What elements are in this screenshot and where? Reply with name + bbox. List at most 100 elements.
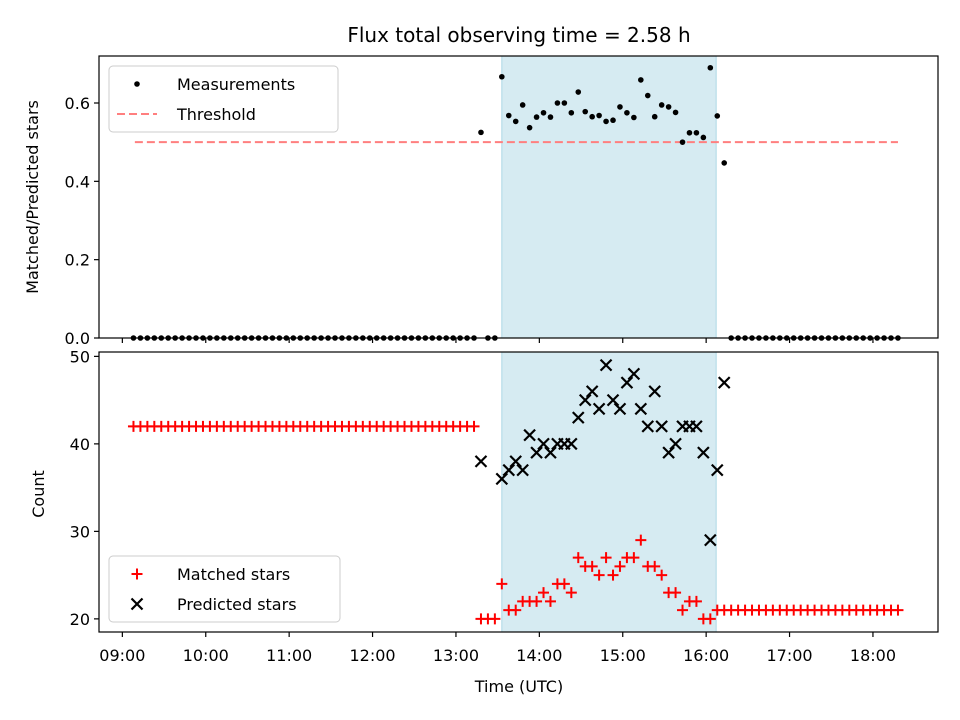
point-1-1-8 [544, 446, 557, 459]
point-0-0-78 [672, 109, 679, 116]
y-tick-label-1-2: 40 [70, 435, 90, 454]
point-0-0-65 [582, 108, 589, 115]
legend-label-0-0: Measurements [177, 75, 295, 94]
point-0-0-81 [693, 129, 700, 136]
point-0-0-56 [519, 102, 526, 108]
point-0-0-83 [707, 64, 714, 71]
point-0-0-76 [658, 102, 665, 108]
point-1-0-81 [690, 595, 702, 607]
point-1-0-70 [614, 560, 626, 572]
point-0-0-67 [596, 112, 602, 119]
point-1-0-79 [677, 604, 689, 616]
point-1-1-5 [523, 428, 536, 442]
point-0-0-82 [700, 134, 707, 141]
top-y-axis-title: Matched/Predicted stars [23, 100, 42, 294]
point-1-1-22 [641, 420, 655, 433]
point-0-0-55 [512, 118, 519, 125]
y-tick-label-1-0: 20 [70, 610, 90, 629]
legend-label-1-1: Predicted stars [177, 595, 297, 614]
point-1-1-2 [502, 463, 516, 477]
x-tick-label-0: 09:00 [99, 646, 145, 665]
point-1-0-60 [544, 595, 556, 607]
plot-layer: 0.0 0.2 0.4 0.6 Measurements Threshold 20 30 40 5… [65, 55, 939, 665]
point-1-1-33 [717, 376, 731, 389]
x-tick-label-4: 13:00 [433, 646, 479, 665]
y-tick-label-1-1: 30 [70, 522, 90, 541]
point-1-0-83 [704, 613, 716, 625]
point-0-0-80 [686, 129, 693, 136]
point-1-1-31 [704, 533, 717, 547]
point-1-1-16 [599, 358, 613, 372]
point-1-1-14 [585, 385, 599, 398]
legend-0: Measurements Threshold [108, 65, 339, 133]
point-1-1-17 [606, 393, 620, 407]
point-0-0-64 [575, 89, 582, 95]
plot-frame-0 [98, 55, 939, 339]
point-1-0-53 [496, 578, 508, 590]
point-1-0-110 [892, 604, 904, 616]
point-1-1-26 [669, 437, 682, 451]
point-0-0-79 [679, 139, 686, 145]
point-1-0-67 [593, 569, 605, 581]
point-1-1-7 [537, 437, 550, 451]
point-1-1-6 [530, 446, 543, 459]
legend-marker-0-0 [134, 81, 140, 87]
point-1-1-24 [655, 420, 668, 433]
point-1-1-19 [620, 376, 634, 389]
x-tick-label-8: 17:00 [766, 646, 812, 665]
point-0-0-66 [589, 113, 595, 120]
bottom-y-axis-title: Count [29, 470, 48, 518]
point-0-0-53 [499, 73, 505, 80]
point-1-0-73 [635, 534, 647, 546]
x-tick-label-2: 11:00 [266, 646, 312, 665]
point-1-1-1 [495, 472, 509, 486]
point-0-0-61 [554, 100, 561, 106]
point-0-0-50 [478, 129, 484, 136]
x-tick-label-1: 10:00 [183, 646, 229, 665]
point-1-1-18 [613, 402, 627, 416]
chart-title: Flux total observing time = 2.58 h [347, 23, 690, 47]
point-1-1-32 [710, 463, 724, 477]
point-1-0-66 [586, 560, 598, 572]
y-tick-label-0-3: 0.6 [65, 94, 90, 113]
point-0-0-54 [505, 112, 512, 119]
point-1-0-78 [670, 587, 682, 599]
x-tick-label-9: 18:00 [850, 646, 896, 665]
y-tick-label-0-1: 0.2 [65, 251, 90, 270]
point-1-0-55 [510, 604, 522, 616]
point-0-0-59 [540, 109, 547, 116]
legend-1: Matched stars Predicted stars [108, 555, 341, 623]
legend-box-1 [108, 555, 341, 623]
point-0-0-75 [651, 113, 658, 120]
point-1-1-29 [690, 420, 703, 433]
y-tick-label-0-0: 0.0 [65, 329, 90, 348]
point-1-1-21 [634, 402, 648, 416]
x-tick-label-7: 16:00 [683, 646, 729, 665]
point-1-0-76 [656, 569, 668, 581]
observing-span-1 [501, 351, 717, 633]
point-0-0-57 [526, 124, 533, 131]
point-0-0-68 [603, 118, 609, 125]
point-1-0-62 [558, 578, 570, 590]
point-1-0-58 [531, 595, 543, 607]
y-tick-label-0-2: 0.4 [65, 172, 90, 191]
point-0-0-74 [644, 92, 651, 99]
point-0-0-84 [714, 113, 721, 119]
point-1-1-3 [509, 455, 522, 468]
point-1-0-49 [468, 420, 480, 432]
legend-label-1-0: Matched stars [177, 565, 290, 584]
y-tick-label-1-3: 50 [70, 347, 90, 366]
point-1-0-52 [489, 613, 501, 625]
point-1-0-59 [538, 587, 550, 599]
point-1-0-72 [628, 552, 640, 564]
point-0-0-85 [721, 160, 728, 166]
point-1-1-12 [571, 411, 585, 424]
point-1-0-63 [565, 587, 577, 599]
point-1-0-64 [572, 552, 584, 564]
point-1-1-15 [592, 402, 606, 416]
point-0-0-73 [638, 77, 644, 83]
point-0-0-63 [568, 109, 575, 116]
legend-label-0-1: Threshold [176, 105, 256, 124]
point-0-0-58 [533, 114, 540, 120]
